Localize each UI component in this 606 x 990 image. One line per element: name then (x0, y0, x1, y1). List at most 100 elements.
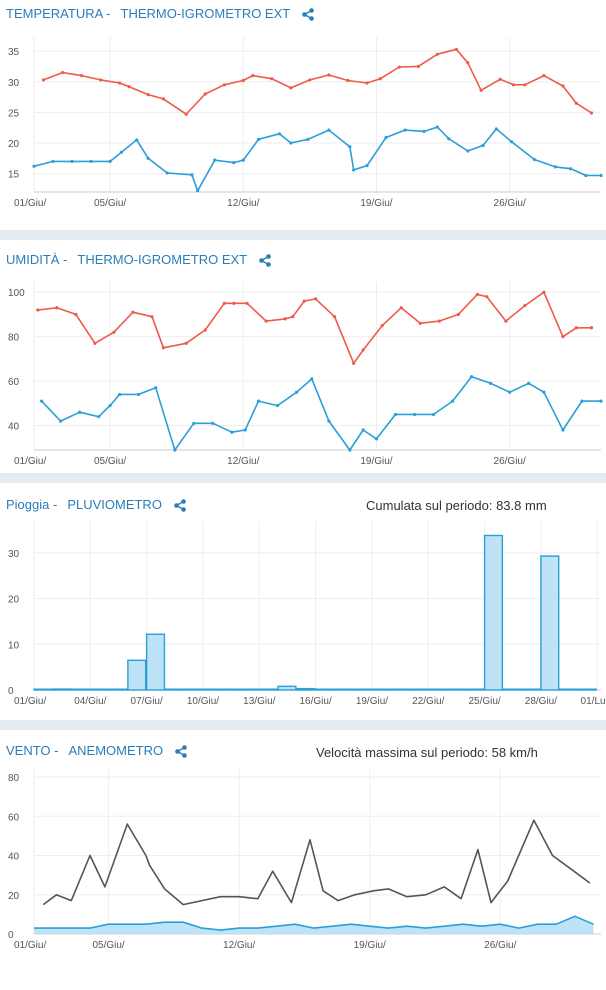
rain-bar (70, 688, 91, 691)
series-point-0 (161, 97, 165, 101)
series-point-0 (333, 315, 337, 319)
wind-sensor-name[interactable]: ANEMOMETRO (68, 743, 164, 758)
rain-bar (145, 633, 166, 691)
series-point-1 (173, 448, 177, 452)
series-point-0 (241, 78, 245, 83)
series-point-1 (243, 428, 247, 432)
series-point-0 (161, 346, 165, 350)
series-point-0 (456, 312, 460, 317)
panel-separator (0, 473, 606, 483)
series-point-1 (51, 159, 55, 163)
series-point-0 (511, 83, 516, 87)
series-point-1 (97, 415, 101, 419)
rain-bar (408, 688, 428, 691)
x-tick-label: 16/Giu/ (299, 696, 331, 707)
y-tick-label: 35 (8, 47, 20, 58)
rain-header: Pioggia - PLUVIOMETRO (6, 497, 186, 512)
series-point-0 (203, 92, 207, 96)
series-point-0 (352, 361, 356, 365)
series-point-0 (561, 84, 565, 88)
series-point-0 (203, 328, 207, 332)
rain-bar (183, 688, 203, 691)
rain-bar (33, 688, 53, 691)
series-point-1 (32, 164, 36, 168)
series-point-0 (542, 290, 546, 294)
series-point-1 (422, 129, 426, 133)
series-point-0 (289, 86, 293, 90)
series-point-1 (327, 128, 331, 132)
series-point-1 (361, 428, 365, 432)
series-line-0 (42, 819, 591, 906)
share-icon[interactable] (173, 499, 186, 512)
temperature-sensor-name[interactable]: THERMO-IGROMETRO EXT (120, 6, 290, 21)
y-tick-label: 40 (8, 852, 20, 863)
wind-chart: 0 20 40 60 80 01/Giu/05/Giu/12/Giu/19/Giu/26/… (8, 769, 601, 951)
series-point-0 (222, 83, 226, 87)
series-point-0 (399, 306, 403, 310)
series-point-0 (150, 315, 154, 319)
rain-bar (371, 688, 391, 691)
series-point-1 (553, 165, 557, 169)
series-point-1 (412, 412, 417, 417)
series-point-1 (348, 448, 352, 452)
x-tick-label: 01/Giu/ (14, 456, 46, 467)
series-point-0 (270, 77, 274, 81)
x-tick-label: 26/Giu/ (484, 940, 516, 951)
x-tick-label: 19/Giu/ (354, 940, 386, 951)
rain-bar (465, 688, 485, 691)
rain-sensor-name[interactable]: PLUVIOMETRO (67, 497, 162, 512)
share-icon[interactable] (301, 8, 314, 21)
x-tick-label: 19/Giu/ (356, 696, 388, 707)
rain-chart: 0 10 20 30 01/Giu/04/Giu/07/Giu/10/Giu/13/Gi… (8, 522, 606, 707)
series-point-0 (60, 70, 65, 75)
rain-bar (446, 688, 466, 691)
series-point-0 (416, 64, 420, 69)
y-tick-label: 80 (8, 773, 20, 784)
series-point-1 (431, 412, 436, 417)
series-point-1 (489, 381, 493, 385)
series-line-1 (33, 126, 601, 192)
series-point-1 (277, 132, 282, 136)
series-point-1 (384, 135, 388, 140)
share-icon[interactable] (258, 254, 271, 267)
series-point-1 (348, 145, 352, 149)
series-point-1 (256, 399, 261, 403)
series-point-1 (190, 173, 194, 177)
series-point-1 (289, 141, 293, 145)
series-point-1 (108, 159, 112, 163)
y-tick-label: 40 (8, 422, 20, 433)
series-point-1 (118, 392, 122, 397)
x-tick-label: 12/Giu/ (227, 456, 259, 467)
temperature-title: TEMPERATURA - (6, 6, 111, 21)
share-icon[interactable] (174, 745, 187, 758)
temperature-header: TEMPERATURA - THERMO-IGROMETRO EXT (6, 6, 314, 21)
series-point-0 (291, 315, 295, 319)
series-point-0 (184, 341, 188, 345)
series-point-0 (542, 74, 546, 78)
y-tick-label: 10 (8, 640, 20, 651)
panel-separator (0, 230, 606, 240)
y-tick-label: 100 (8, 288, 25, 299)
series-point-1 (135, 138, 139, 142)
series-point-1 (89, 159, 93, 163)
series-line-1 (41, 375, 601, 451)
series-point-0 (98, 78, 103, 82)
series-area-1 (34, 916, 594, 934)
series-point-0 (589, 111, 594, 115)
temperature-panel: TEMPERATURA - THERMO-IGROMETRO EXT 15 20 25… (0, 0, 606, 230)
x-tick-label: 26/Giu/ (494, 198, 526, 209)
series-point-0 (146, 93, 150, 97)
series-point-1 (527, 381, 531, 385)
y-tick-label: 80 (8, 333, 20, 344)
series-point-1 (275, 403, 280, 408)
humidity-sensor-name[interactable]: THERMO-IGROMETRO EXT (77, 252, 247, 267)
rain-bar (577, 688, 597, 691)
series-point-0 (131, 310, 135, 314)
series-point-0 (112, 330, 116, 334)
x-tick-label: 12/Giu/ (223, 940, 255, 951)
series-point-1 (403, 128, 407, 132)
series-point-1 (310, 377, 314, 381)
humidity-panel: UMIDITÀ - THERMO-IGROMETRO EXT 40 60 80 100 0… (0, 240, 606, 473)
series-point-1 (196, 189, 200, 193)
series-point-1 (466, 149, 470, 153)
